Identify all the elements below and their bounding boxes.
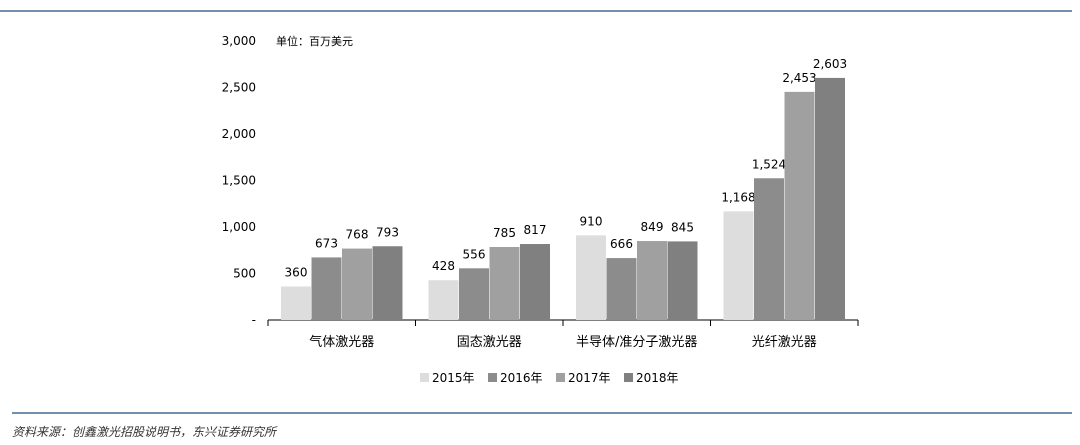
data-label: 849 — [641, 220, 664, 234]
data-label: 360 — [285, 266, 308, 280]
data-label: 768 — [346, 228, 369, 242]
data-label: 817 — [524, 223, 547, 237]
bar — [667, 241, 698, 320]
data-label: 666 — [610, 237, 633, 251]
bar — [428, 280, 459, 320]
bar — [606, 258, 637, 320]
bar — [723, 211, 754, 320]
bar — [311, 257, 342, 320]
bar — [520, 244, 550, 320]
x-tick-label: 固态激光器 — [457, 335, 522, 350]
bar — [372, 246, 403, 320]
legend-swatch — [624, 373, 633, 382]
data-label: 1,168 — [721, 190, 755, 204]
data-label: 910 — [580, 214, 603, 228]
legend-label: 2015年 — [432, 371, 475, 385]
y-tick-label: 3,000 — [222, 34, 256, 48]
legend-swatch — [488, 373, 497, 382]
y-tick-label: 500 — [233, 267, 256, 281]
legend: 2015年 2016年 2017年 2018年 — [420, 371, 679, 385]
data-label: 673 — [315, 236, 338, 250]
data-label: 2,453 — [782, 71, 816, 85]
plot-area: - 500 1,000 1,500 2,000 2,500 3,000 360 673 768 79… — [222, 34, 859, 350]
legend-swatch — [420, 373, 429, 382]
y-tick-label: 2,000 — [222, 127, 256, 141]
x-tick-label: 光纤激光器 — [752, 335, 817, 350]
bar — [754, 178, 784, 320]
bar — [489, 246, 520, 320]
y-tick-label: 1,000 — [222, 220, 256, 234]
data-label: 428 — [432, 259, 455, 273]
y-tick-label: 1,500 — [222, 174, 256, 188]
bar — [815, 77, 845, 321]
bar — [281, 286, 311, 320]
bar — [637, 241, 667, 320]
bar — [576, 235, 606, 320]
legend-label: 2016年 — [500, 371, 543, 385]
bar — [784, 91, 815, 320]
source-note: 资料来源：创鑫激光招股说明书，东兴证券研究所 — [12, 425, 277, 439]
data-label: 1,524 — [752, 157, 786, 171]
unit-note: 单位：百万美元 — [276, 34, 353, 48]
legend-label: 2018年 — [636, 371, 679, 385]
y-tick-label: 2,500 — [222, 81, 256, 95]
data-label: 556 — [463, 247, 486, 261]
legend-label: 2017年 — [568, 371, 611, 385]
x-tick-label: 半导体/准分子激光器 — [576, 335, 697, 350]
bar — [342, 248, 372, 320]
x-tick-label: 气体激光器 — [309, 334, 374, 350]
legend-swatch — [556, 373, 565, 382]
data-label: 785 — [493, 226, 516, 240]
data-label: 793 — [376, 225, 399, 239]
data-label: 845 — [671, 220, 694, 234]
bar — [459, 268, 489, 320]
data-label: 2,603 — [813, 57, 847, 71]
y-tick-label: - — [252, 313, 256, 327]
